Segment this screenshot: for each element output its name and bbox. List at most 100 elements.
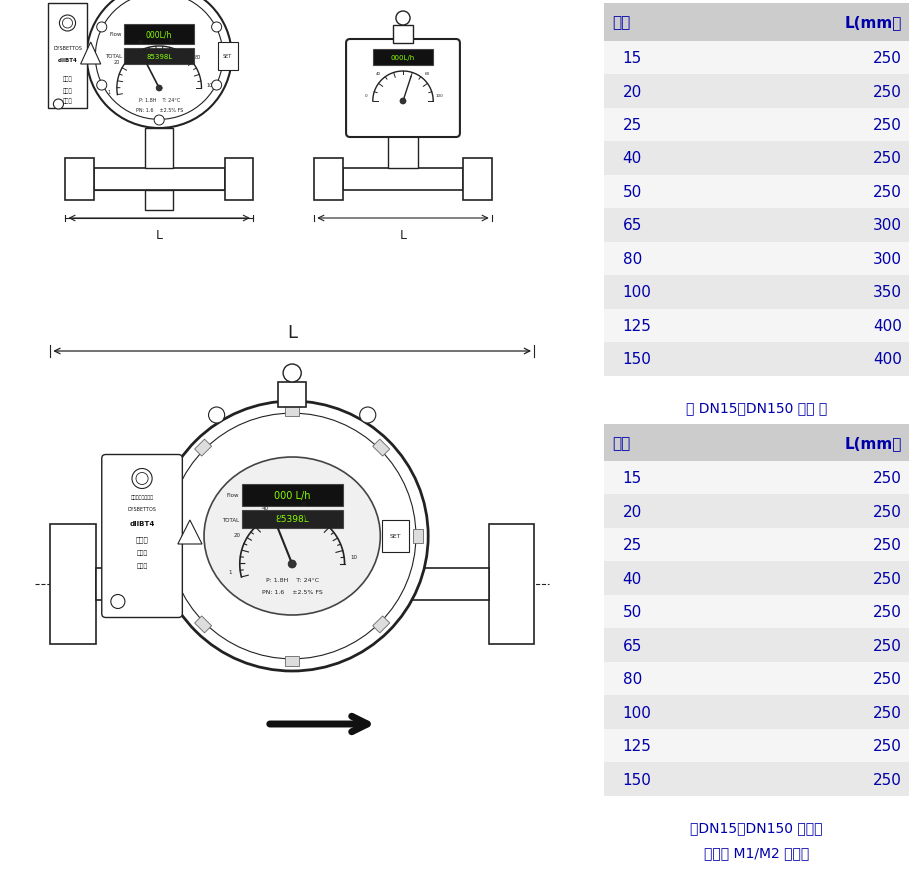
Text: 口径: 口径 [612, 435, 630, 450]
Text: 20: 20 [234, 532, 241, 537]
Text: DYSBETTOS: DYSBETTOS [127, 507, 156, 512]
Text: 000L/h: 000L/h [391, 55, 415, 61]
Text: 60: 60 [425, 72, 430, 76]
Bar [65, 159, 94, 201]
Text: 40: 40 [137, 40, 144, 45]
FancyBboxPatch shape [102, 455, 183, 618]
Text: 100: 100 [623, 705, 652, 720]
Text: 85398L: 85398L [146, 54, 173, 60]
Text: 350: 350 [873, 285, 902, 300]
Text: 金属管数字流量计: 金属管数字流量计 [131, 494, 154, 500]
Text: 25: 25 [623, 118, 642, 133]
Text: Flow: Flow [226, 493, 239, 498]
Bar [145, 129, 174, 169]
Text: 100: 100 [436, 94, 444, 98]
Text: 80: 80 [335, 520, 341, 525]
Text: 断电后: 断电后 [63, 88, 73, 94]
Bar [383, 521, 408, 553]
Bar [50, 524, 95, 644]
Text: 250: 250 [873, 705, 902, 720]
Bar [195, 616, 212, 634]
Text: 60: 60 [168, 38, 175, 43]
Bar [388, 134, 418, 169]
Circle shape [156, 86, 162, 92]
Text: 85398L: 85398L [275, 515, 309, 524]
Text: 注意！: 注意！ [135, 535, 148, 542]
Text: 0: 0 [365, 94, 367, 98]
Text: PN: 1.6    ±2.5% FS: PN: 1.6 ±2.5% FS [262, 590, 323, 594]
Circle shape [212, 81, 222, 91]
Bar [413, 529, 424, 543]
Text: 65: 65 [623, 218, 642, 233]
Bar [604, 424, 909, 461]
Text: 000 L/h: 000 L/h [274, 490, 310, 501]
Text: TOTAL: TOTAL [222, 517, 239, 522]
Bar [315, 159, 343, 201]
Bar [604, 309, 909, 342]
Bar [145, 191, 174, 211]
Text: 20: 20 [623, 84, 642, 99]
Bar [393, 26, 413, 44]
Text: 150: 150 [623, 772, 652, 786]
Text: 400: 400 [873, 319, 902, 334]
Bar [285, 656, 299, 667]
Bar [604, 4, 909, 42]
Text: 1: 1 [107, 90, 111, 95]
Bar [604, 528, 909, 561]
Bar [278, 382, 306, 408]
Text: L: L [399, 229, 406, 242]
Text: 250: 250 [873, 672, 902, 687]
Bar [604, 762, 909, 796]
Circle shape [400, 99, 406, 105]
Bar [373, 616, 390, 634]
Text: PN: 1.6    ±2.5% FS: PN: 1.6 ±2.5% FS [135, 109, 183, 113]
Circle shape [168, 414, 416, 659]
Bar [604, 561, 909, 595]
Text: 100: 100 [623, 285, 652, 300]
Text: 断电后: 断电后 [136, 550, 147, 555]
Text: dIIBT4: dIIBT4 [57, 58, 77, 63]
Text: 250: 250 [873, 571, 902, 586]
Text: 250: 250 [873, 504, 902, 519]
Circle shape [96, 81, 106, 91]
Circle shape [283, 365, 301, 382]
Text: （可选 M1/M2 表头）: （可选 M1/M2 表头） [704, 846, 809, 859]
Text: 15: 15 [623, 471, 642, 486]
Bar [242, 484, 343, 507]
Text: 10: 10 [351, 554, 357, 559]
Text: L: L [287, 323, 297, 342]
Bar [285, 407, 299, 416]
Text: SET: SET [223, 55, 233, 59]
Text: 250: 250 [873, 739, 902, 753]
Circle shape [208, 408, 225, 423]
Circle shape [95, 0, 223, 120]
Bar [604, 75, 909, 109]
Bar [604, 42, 909, 75]
Text: 000L/h: 000L/h [146, 30, 173, 39]
Text: Flow: Flow [109, 32, 122, 37]
Text: 250: 250 [873, 118, 902, 133]
Text: 15: 15 [623, 51, 642, 66]
Text: 10: 10 [206, 83, 213, 89]
Text: （ DN15～DN150 气体 ）: （ DN15～DN150 气体 ） [686, 401, 827, 415]
Bar [195, 440, 212, 456]
Text: 250: 250 [873, 84, 902, 99]
Bar [124, 25, 195, 45]
Text: 20: 20 [623, 504, 642, 519]
Text: 开　盖: 开 盖 [136, 563, 147, 568]
Text: 60: 60 [300, 501, 307, 506]
Bar [604, 595, 909, 628]
Bar [489, 524, 534, 644]
Text: L(mm）: L(mm） [844, 435, 902, 450]
Bar [124, 49, 195, 65]
Bar [242, 510, 343, 528]
Bar [217, 43, 238, 71]
Bar [373, 440, 390, 456]
Text: L: L [155, 229, 163, 242]
Bar [604, 109, 909, 142]
Circle shape [111, 594, 125, 609]
Bar [604, 275, 909, 309]
Bar [604, 695, 909, 729]
Bar [343, 169, 464, 191]
Text: 40: 40 [262, 506, 269, 511]
